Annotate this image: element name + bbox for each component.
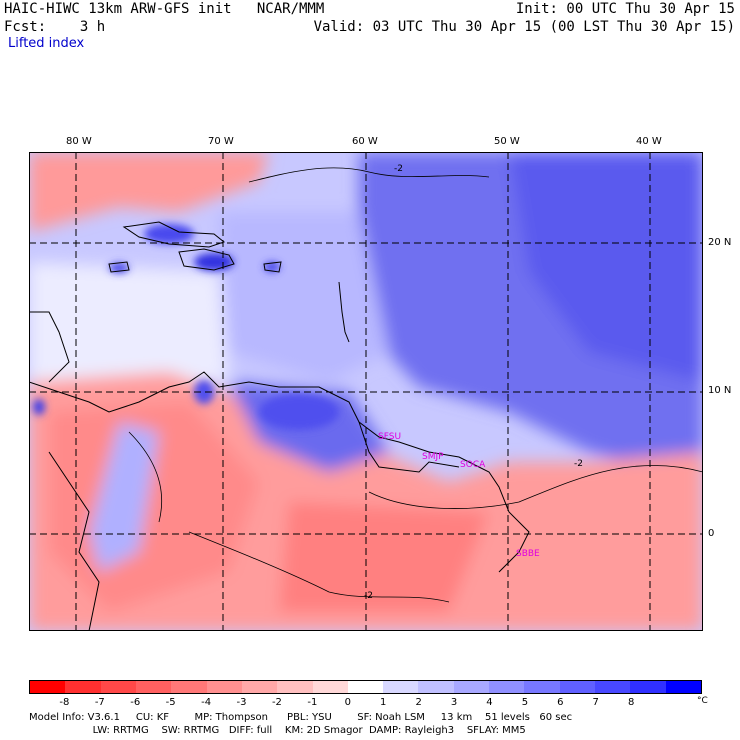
lon-label-70w: 70 W [208, 136, 234, 147]
colorbar-tick-label: 8 [627, 697, 635, 708]
colorbar-swatch [171, 681, 207, 693]
colorbar-swatch [665, 681, 701, 693]
colorbar-swatch [630, 681, 666, 693]
colorbar-swatch [100, 681, 136, 693]
colorbar-swatch [418, 681, 454, 693]
station-label-sfsu: SFSU [378, 432, 402, 442]
lat-label-equator: 0 [708, 528, 715, 539]
colorbar-swatch [453, 681, 490, 693]
valid-time: Valid: 03 UTC Thu 30 Apr 15 (00 LST Thu … [313, 19, 735, 35]
colorbar-swatch [65, 681, 101, 693]
colorbar-tick-label: 6 [557, 697, 564, 708]
colorbar-swatch [135, 681, 172, 693]
lon-label-50w: 50 W [494, 136, 520, 147]
colorbar-swatch [595, 681, 631, 693]
colorbar-tick-label: 0 [344, 697, 351, 708]
colorbar-tick-label: -7 [94, 697, 105, 708]
colorbar-tick-label: -4 [201, 697, 212, 708]
colorbar-tick-label: -2 [271, 697, 282, 708]
colorbar-swatch [241, 681, 278, 693]
colorbar-tick-label: 4 [486, 697, 493, 708]
colorbar [29, 680, 702, 694]
contour-label-south: -2 [364, 591, 373, 601]
colorbar-swatch [383, 681, 419, 693]
lon-label-60w: 60 W [352, 136, 378, 147]
colorbar-swatch [206, 681, 242, 693]
colorbar-tick-label: 7 [592, 697, 599, 708]
model-title: HAIC-HIWC 13km ARW-GFS init NCAR/MMM [4, 1, 325, 17]
colorbar-tick-label: 3 [450, 697, 458, 708]
init-time: Init: 00 UTC Thu 30 Apr 15 [515, 1, 735, 17]
station-label-soca: SOCA [460, 460, 486, 470]
contour-label-east: -2 [574, 459, 583, 469]
colorbar-swatch [312, 681, 348, 693]
model-info-line1: Model Info: V3.6.1 CU: KF MP: Thompson P… [29, 712, 573, 723]
model-info-line2: LW: RRTMG SW: RRTMG DIFF: full KM: 2D Sm… [29, 725, 526, 736]
colorbar-tick-label: -5 [165, 697, 176, 708]
colorbar-tick-label: -1 [307, 697, 318, 708]
colorbar-swatch [277, 681, 313, 693]
colorbar-tick-label: -8 [59, 697, 70, 708]
colorbar-swatch [559, 681, 595, 693]
colorbar-tick-label: 5 [521, 697, 529, 708]
colorbar-tick-label: 1 [380, 697, 387, 708]
forecast-hour: Fcst: 3 h [4, 19, 106, 35]
lat-label-20n: 20 N [708, 237, 732, 248]
colorbar-swatch [30, 681, 66, 693]
colorbar-tick-label: -3 [236, 697, 247, 708]
station-label-sbbe: SBBE [516, 549, 540, 559]
colorbar-tick-label: 2 [415, 697, 422, 708]
colorbar-swatch [524, 681, 560, 693]
colorbar-unit: °C [697, 696, 708, 706]
colorbar-swatch [347, 681, 384, 693]
station-label-smjp: SMJP [422, 452, 444, 462]
colorbar-swatch [489, 681, 525, 693]
colorbar-tick-label: -6 [130, 697, 141, 708]
lon-label-80w: 80 W [66, 136, 92, 147]
lon-label-40w: 40 W [636, 136, 662, 147]
field-name: Lifted index [8, 36, 85, 51]
lat-label-10n: 10 N [708, 385, 732, 396]
lifted-index-map: -2 -2 -2 [29, 152, 703, 631]
contour-label-north: -2 [394, 164, 403, 174]
